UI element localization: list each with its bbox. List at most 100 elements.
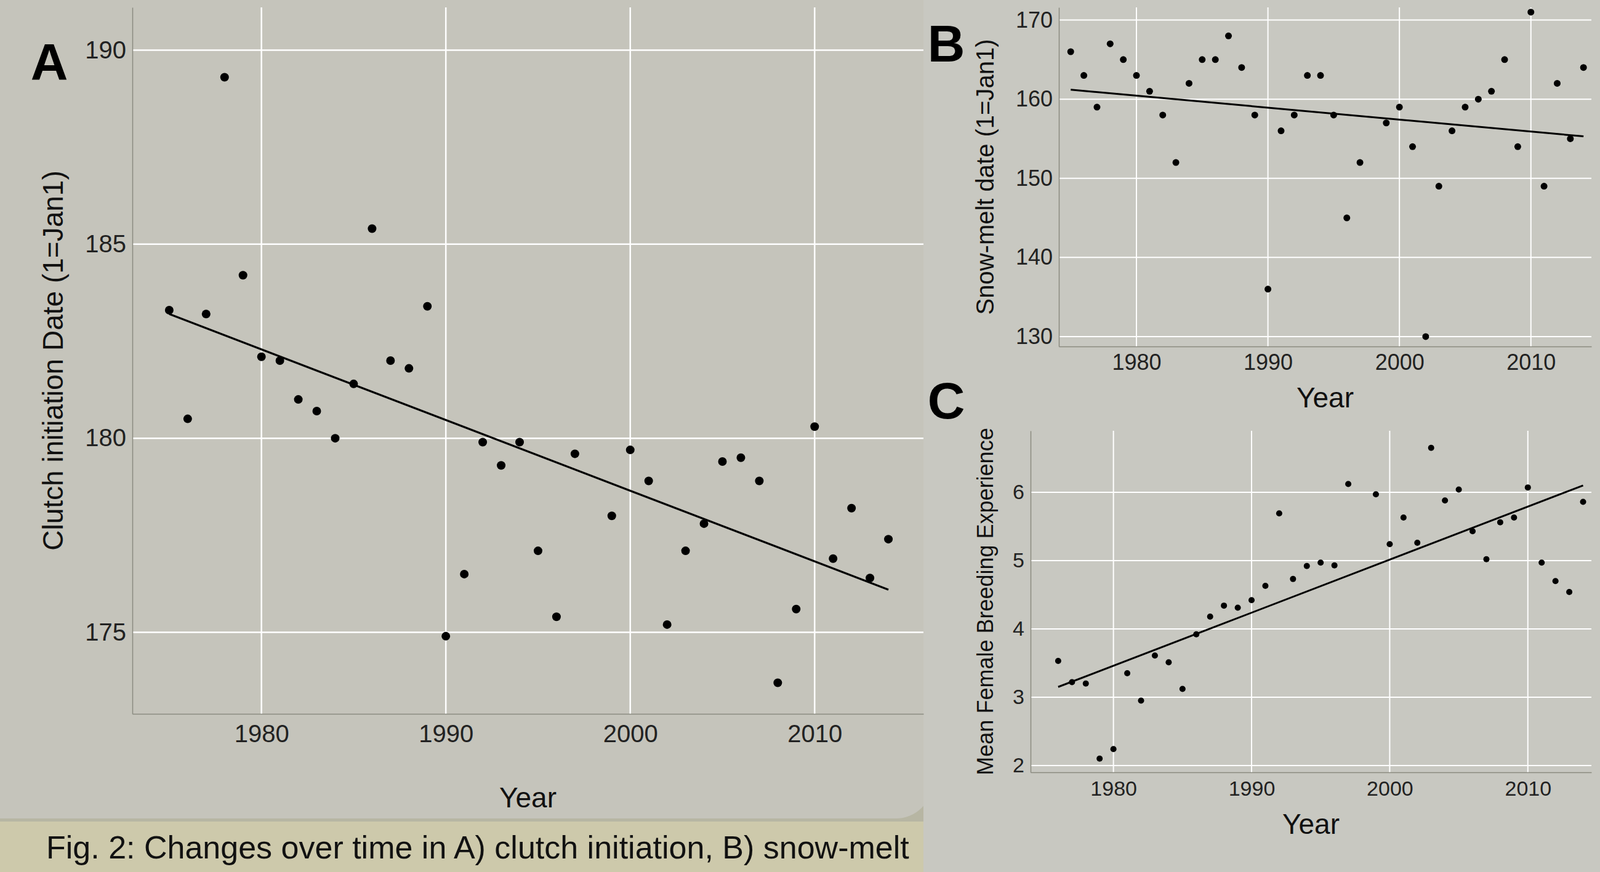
- data-point: [1264, 285, 1272, 293]
- panel-letter: A: [30, 33, 69, 92]
- data-point: [1096, 755, 1103, 763]
- grid-line-x: [1388, 430, 1391, 773]
- data-point: [773, 679, 782, 688]
- grid-line-x: [1135, 7, 1138, 347]
- grid-line-y: [1058, 177, 1592, 180]
- data-point: [1185, 80, 1193, 87]
- x-tick: 1980: [234, 714, 290, 748]
- grid: [132, 7, 924, 715]
- grid-line-y: [1030, 491, 1592, 494]
- data-point: [238, 270, 248, 280]
- panel-a-background: [0, 0, 933, 819]
- x-tick: 2010: [1504, 772, 1552, 801]
- data-point: [1461, 104, 1469, 111]
- grid: [1030, 430, 1592, 773]
- data-point: [1566, 589, 1573, 596]
- x-tick: 2000: [1366, 772, 1414, 801]
- data-point: [496, 461, 506, 470]
- data-point: [1540, 182, 1548, 190]
- y-tick: 3: [1012, 685, 1031, 709]
- y-tick-label: 180: [84, 424, 127, 452]
- grid-line-y: [1058, 256, 1592, 258]
- caption-band: [0, 821, 998, 872]
- data-point: [663, 620, 672, 630]
- y-axis: 23456: [1012, 431, 1031, 778]
- y-tick-label: 170: [1015, 7, 1053, 33]
- data-point: [1435, 182, 1443, 190]
- x-axis: 1980199020002010: [132, 714, 925, 748]
- data-point: [459, 570, 469, 579]
- data-point: [1317, 559, 1324, 566]
- grid-line-y: [1030, 765, 1592, 767]
- grid-line-y: [1058, 98, 1592, 100]
- data-point: [294, 395, 303, 404]
- x-tick-label: 1980: [1090, 776, 1138, 801]
- x-tick-label: 1990: [1228, 776, 1276, 801]
- data-point: [257, 352, 266, 362]
- data-point: [1396, 104, 1404, 111]
- y-axis: 130140150160170: [1015, 7, 1060, 350]
- x-tick-label: 2010: [1506, 349, 1556, 375]
- data-point: [1553, 80, 1561, 87]
- y-tick: 130: [1015, 323, 1059, 350]
- data-point: [1580, 64, 1588, 71]
- data-point: [1372, 491, 1379, 498]
- data-point: [1409, 143, 1416, 151]
- x-tick: 1980: [1111, 346, 1162, 375]
- data-point: [1448, 127, 1456, 135]
- data-point: [791, 605, 801, 614]
- data-point: [1234, 604, 1242, 611]
- data-point: [1138, 697, 1145, 704]
- data-point: [183, 414, 193, 424]
- data-point: [1303, 563, 1311, 570]
- y-tick-label: 150: [1015, 165, 1053, 191]
- x-axis-title: Year: [1296, 381, 1354, 414]
- data-point: [422, 302, 432, 311]
- data-point: [884, 534, 893, 544]
- data-point: [1248, 597, 1255, 604]
- y-tick: 4: [1012, 616, 1031, 641]
- data-point: [1524, 484, 1532, 491]
- x-tick-label: 1980: [1111, 349, 1162, 375]
- data-point: [681, 546, 691, 556]
- data-point: [1251, 111, 1259, 119]
- y-tick-label: 4: [1012, 616, 1025, 641]
- y-tick-label: 190: [84, 36, 127, 64]
- data-point: [1124, 670, 1131, 677]
- data-point: [754, 477, 764, 486]
- data-point: [1303, 72, 1311, 79]
- data-point: [1067, 48, 1075, 56]
- data-point: [1343, 214, 1351, 222]
- y-axis: 175180185190: [84, 8, 133, 715]
- data-point: [1580, 498, 1587, 505]
- grid-line-x: [445, 7, 447, 715]
- x-tick: 1990: [418, 714, 474, 748]
- data-point: [1179, 686, 1186, 693]
- data-point: [1159, 111, 1166, 119]
- data-point: [164, 305, 174, 315]
- grid-line-x: [1113, 430, 1115, 773]
- data-point: [533, 546, 543, 556]
- data-point: [1277, 127, 1285, 135]
- data-point: [1212, 56, 1219, 63]
- x-axis: 1980 1990 2000 2010: [1031, 772, 1592, 801]
- data-point: [828, 554, 838, 564]
- data-point: [1552, 578, 1559, 585]
- data-point: [626, 445, 635, 455]
- data-point: [644, 477, 654, 486]
- y-axis-title: Snow-melt date (1=Jan1): [971, 38, 999, 315]
- data-point: [1198, 56, 1206, 63]
- y-tick-label: 160: [1015, 86, 1053, 112]
- data-point: [1220, 602, 1227, 609]
- y-tick: 175: [84, 618, 133, 646]
- y-tick: 150: [1015, 165, 1059, 191]
- x-tick-label: 1990: [1243, 349, 1293, 375]
- data-point: [1501, 56, 1509, 63]
- data-point: [330, 434, 340, 443]
- x-axis-title: Year: [1282, 808, 1340, 841]
- x-tick-label: 2010: [787, 720, 843, 748]
- data-point: [570, 449, 580, 459]
- trend-line: [1070, 89, 1584, 137]
- grid-line-y: [132, 631, 924, 634]
- data-point: [736, 453, 745, 463]
